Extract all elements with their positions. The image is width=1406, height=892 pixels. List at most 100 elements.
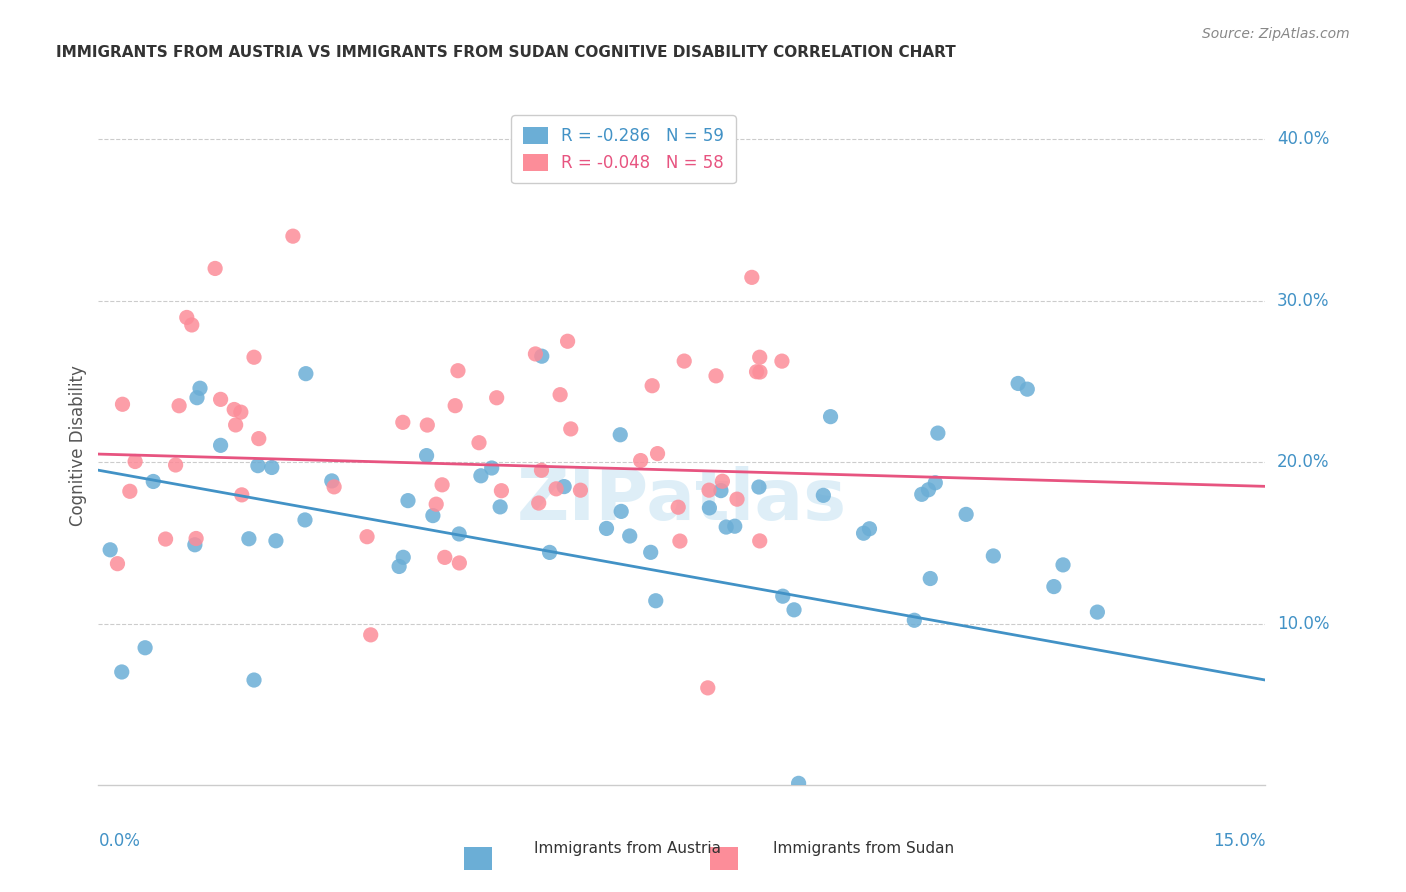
Point	[224, 402, 246, 417]
Point	[449, 527, 471, 541]
Point	[641, 378, 664, 392]
Point	[927, 426, 949, 441]
Text: 10.0%: 10.0%	[1277, 615, 1330, 632]
Y-axis label: Cognitive Disability: Cognitive Disability	[69, 366, 87, 526]
Point	[524, 347, 547, 361]
Point	[186, 391, 208, 405]
Text: 20.0%: 20.0%	[1277, 453, 1330, 471]
Point	[852, 526, 875, 541]
Text: Source: ZipAtlas.com: Source: ZipAtlas.com	[1202, 27, 1350, 41]
Point	[644, 593, 666, 607]
Point	[260, 460, 283, 475]
Point	[1052, 558, 1074, 572]
Point	[748, 480, 770, 494]
Point	[530, 463, 553, 477]
Point	[666, 500, 689, 515]
Point	[425, 497, 447, 511]
Text: IMMIGRANTS FROM AUSTRIA VS IMMIGRANTS FROM SUDAN COGNITIVE DISABILITY CORRELATIO: IMMIGRANTS FROM AUSTRIA VS IMMIGRANTS FR…	[56, 45, 956, 60]
Point	[281, 229, 304, 244]
Point	[188, 381, 211, 395]
Point	[820, 409, 842, 424]
Point	[911, 487, 934, 501]
Point	[725, 492, 748, 507]
Point	[491, 483, 513, 498]
Point	[243, 673, 266, 687]
Point	[485, 391, 508, 405]
Point	[184, 532, 207, 546]
Point	[447, 364, 470, 378]
Point	[107, 557, 129, 571]
Point	[470, 468, 492, 483]
Point	[111, 397, 134, 411]
Point	[444, 399, 467, 413]
Point	[243, 350, 266, 364]
Point	[294, 513, 316, 527]
Point	[134, 640, 156, 655]
Point	[124, 454, 146, 468]
Point	[225, 417, 247, 432]
Point	[903, 613, 925, 627]
Point	[176, 310, 198, 325]
Point	[697, 483, 720, 498]
Point	[724, 519, 747, 533]
Point	[396, 493, 419, 508]
Point	[1017, 382, 1039, 396]
Text: 40.0%: 40.0%	[1277, 130, 1330, 148]
Point	[557, 334, 579, 349]
Point	[165, 458, 187, 472]
Point	[569, 483, 592, 498]
Point	[481, 461, 503, 475]
Point	[238, 532, 260, 546]
Point	[546, 482, 568, 496]
Point	[955, 508, 977, 522]
Point	[711, 475, 734, 489]
Point	[489, 500, 512, 514]
Point	[98, 542, 121, 557]
Point	[391, 415, 413, 429]
Point	[527, 496, 550, 510]
Point	[630, 453, 652, 467]
Text: Immigrants from Austria: Immigrants from Austria	[534, 841, 721, 856]
Point	[360, 628, 382, 642]
Point	[415, 449, 437, 463]
Point	[155, 532, 177, 546]
Point	[538, 545, 561, 559]
Point	[699, 500, 721, 515]
Point	[180, 318, 202, 332]
Point	[430, 478, 453, 492]
Point	[560, 422, 582, 436]
Point	[553, 479, 575, 493]
Point	[772, 589, 794, 603]
Text: 30.0%: 30.0%	[1277, 292, 1330, 310]
Point	[669, 534, 692, 549]
Point	[741, 270, 763, 285]
Point	[858, 522, 880, 536]
Point	[610, 504, 633, 518]
Point	[619, 529, 641, 543]
Point	[783, 603, 806, 617]
Point	[696, 681, 718, 695]
Point	[264, 533, 287, 548]
Point	[142, 475, 165, 489]
Point	[204, 261, 226, 276]
Text: 0.0%: 0.0%	[98, 832, 141, 850]
Point	[770, 354, 793, 368]
Point	[917, 483, 939, 497]
Point	[295, 367, 318, 381]
Point	[673, 354, 696, 368]
Point	[530, 349, 553, 363]
Point	[433, 550, 456, 565]
Point	[704, 368, 727, 383]
Point	[1007, 376, 1029, 391]
Text: ZIPatlas: ZIPatlas	[517, 466, 846, 534]
Point	[920, 572, 942, 586]
Point	[748, 350, 770, 364]
Text: 15.0%: 15.0%	[1213, 832, 1265, 850]
Point	[813, 488, 835, 502]
Point	[247, 432, 270, 446]
Point	[1087, 605, 1109, 619]
Point	[468, 435, 491, 450]
Point	[118, 484, 141, 499]
Point	[209, 392, 232, 407]
Point	[388, 559, 411, 574]
